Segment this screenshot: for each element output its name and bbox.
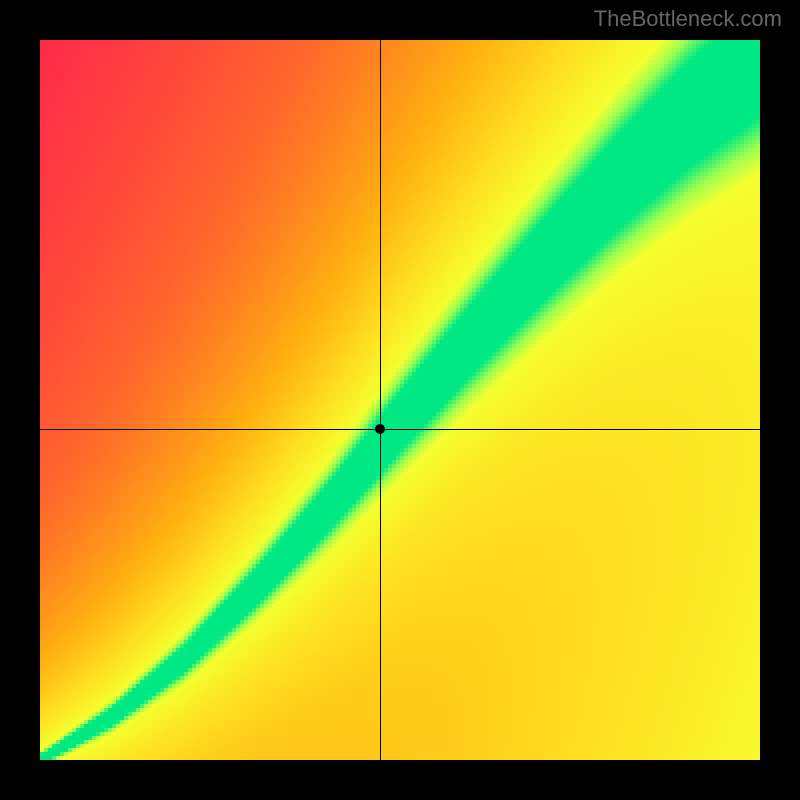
crosshair-horizontal [40,429,760,430]
heatmap-chart [40,40,760,760]
heatmap-canvas [40,40,760,760]
crosshair-vertical [380,40,381,760]
watermark: TheBottleneck.com [594,6,782,32]
marker-dot [375,424,385,434]
